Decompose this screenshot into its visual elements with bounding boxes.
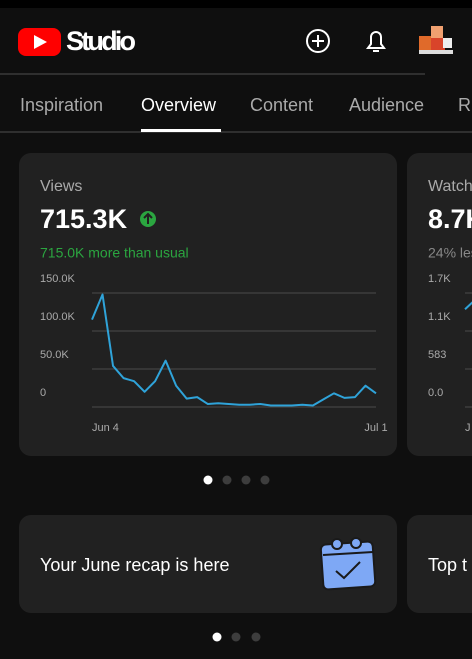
- logo[interactable]: Studio: [18, 26, 136, 56]
- notifications-button[interactable]: [366, 31, 386, 52]
- metric-comparison: 24% les: [428, 245, 472, 261]
- promo-text: Your June recap is here: [40, 555, 229, 575]
- y-tick-label: 150.0K: [40, 273, 76, 285]
- data-line: [464, 301, 472, 310]
- y-tick-label: 50.0K: [40, 349, 69, 361]
- metric-card[interactable]: [19, 153, 397, 456]
- tab-bar: Inspiration Overview Content Audience R: [0, 95, 472, 133]
- y-tick-label: 583: [428, 349, 446, 361]
- avatar[interactable]: [419, 26, 453, 54]
- x-tick-label: Jun 4: [92, 422, 119, 434]
- promo-text: Top t: [428, 555, 467, 575]
- promo-card[interactable]: [407, 515, 472, 613]
- x-tick-label: J: [465, 422, 471, 434]
- create-button[interactable]: [306, 29, 330, 53]
- metric-comparison: 715.0K more than usual: [40, 245, 189, 261]
- y-tick-label: 100.0K: [40, 311, 76, 323]
- promo-card[interactable]: [19, 515, 397, 613]
- tab[interactable]: Content: [250, 95, 313, 115]
- y-tick-label: 0: [40, 387, 46, 399]
- tab[interactable]: Overview: [141, 95, 217, 115]
- data-line: [91, 293, 377, 407]
- metric-value: 8.7K: [428, 204, 472, 234]
- y-tick-label: 1.1K: [428, 311, 451, 323]
- pagination: [203, 475, 270, 485]
- app-title: Studio: [66, 26, 136, 56]
- logo-play: [34, 35, 47, 49]
- tab[interactable]: Audience: [349, 95, 424, 115]
- tab[interactable]: R: [458, 95, 471, 115]
- status-strip: [0, 0, 472, 8]
- metric-card[interactable]: [407, 153, 472, 456]
- metric-value: 715.3K: [40, 204, 128, 234]
- pagination: [212, 632, 261, 642]
- metric-title: Views: [40, 178, 82, 195]
- trend-up-icon: [140, 211, 156, 227]
- tab[interactable]: Inspiration: [20, 95, 103, 115]
- metric-title: Watch: [428, 178, 472, 195]
- y-tick-label: 0.0: [428, 387, 443, 399]
- x-tick-label: Jul 1: [364, 422, 387, 434]
- calendar-icon: [319, 537, 377, 591]
- y-tick-label: 1.7K: [428, 273, 451, 285]
- tab-indicator: [141, 129, 221, 132]
